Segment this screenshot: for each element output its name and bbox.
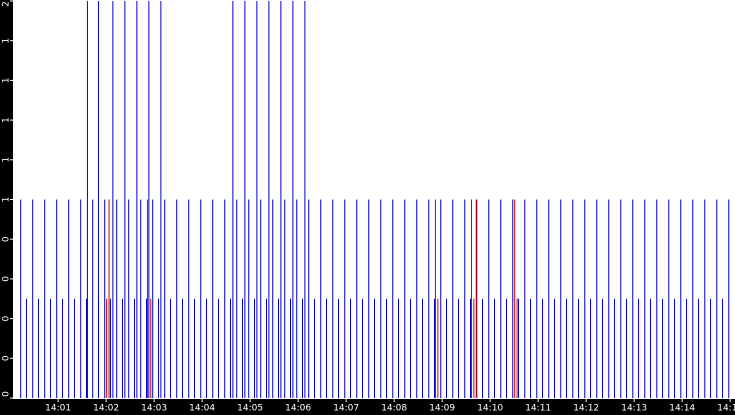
x-tick-label: 14:14 bbox=[669, 404, 695, 414]
y-tick-label: 1 bbox=[2, 197, 12, 203]
x-tick-label: 14:11 bbox=[525, 404, 551, 414]
x-tick-label: 14:08 bbox=[381, 404, 407, 414]
x-tick-label: 14:01 bbox=[45, 404, 71, 414]
x-tick-label: 14:03 bbox=[141, 404, 167, 414]
y-tick-label: 0 bbox=[2, 236, 12, 242]
x-tick-label: 14:12 bbox=[573, 404, 599, 414]
y-tick-label: 1 bbox=[2, 157, 12, 163]
y-tick-label: 0 bbox=[2, 391, 12, 397]
y-tick-label: 1 bbox=[2, 38, 12, 44]
y-tick-label: 1 bbox=[2, 78, 12, 84]
x-tick-label: 14:13 bbox=[621, 404, 647, 414]
y-tick-label: 0 bbox=[2, 315, 12, 321]
y-tick-label: 0 bbox=[2, 276, 12, 282]
x-tick-label: 14:15 bbox=[717, 404, 735, 414]
y-tick-label: 0 bbox=[2, 355, 12, 361]
x-tick-label: 14:06 bbox=[285, 404, 311, 414]
x-tick-label: 14:02 bbox=[93, 404, 119, 414]
x-tick-label: 14:04 bbox=[189, 404, 215, 414]
x-tick-label: 14:07 bbox=[333, 404, 359, 414]
y-tick-label: 2 bbox=[2, 1, 12, 7]
x-tick-label: 14:10 bbox=[477, 404, 503, 414]
x-tick-label: 14:09 bbox=[429, 404, 455, 414]
y-tick-label: 1 bbox=[2, 117, 12, 123]
x-tick-label: 14:05 bbox=[237, 404, 263, 414]
